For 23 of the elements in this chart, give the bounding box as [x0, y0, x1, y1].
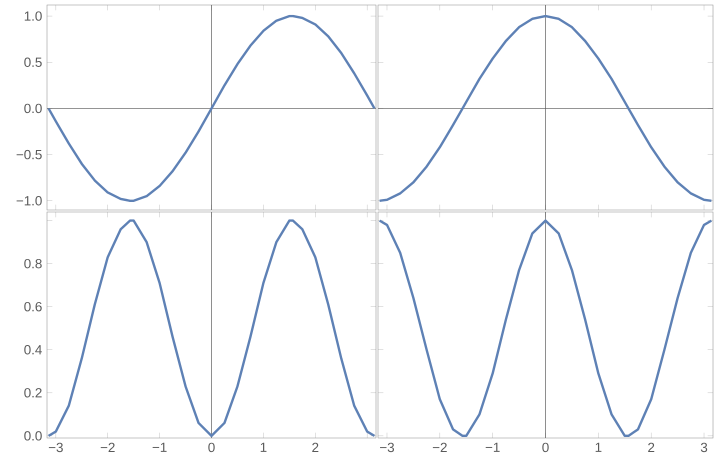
x-tick-label: −2 [100, 442, 115, 452]
x-tick-label: −1 [152, 442, 167, 452]
x-tick-label: −1 [486, 442, 500, 452]
y-tick-label: 0.4 [24, 345, 42, 355]
x-tick-label: 0 [542, 442, 549, 452]
x-tick-label: −3 [380, 442, 394, 452]
y-tick-label: 0.8 [24, 259, 42, 269]
y-tick-label: 0.5 [24, 58, 42, 68]
x-tick-label: 1 [260, 442, 266, 452]
y-tick-label: 0.2 [24, 388, 42, 398]
y-tick-label: 0.6 [24, 302, 42, 312]
x-tick-label: 2 [312, 442, 318, 452]
y-tick-label: 0.0 [24, 431, 42, 441]
x-tick-label: −2 [432, 442, 447, 452]
y-tick-label: −1.0 [16, 196, 42, 206]
x-tick-label: 3 [700, 442, 708, 452]
x-tick-label: 0 [208, 442, 215, 452]
y-tick-label: 1.0 [24, 12, 42, 21]
x-tick-label: 2 [648, 442, 654, 452]
x-tick-label: 1 [596, 442, 602, 452]
y-tick-label: −0.5 [16, 150, 42, 160]
y-tick-label: 0.0 [24, 104, 42, 114]
x-tick-label: −3 [48, 442, 63, 452]
